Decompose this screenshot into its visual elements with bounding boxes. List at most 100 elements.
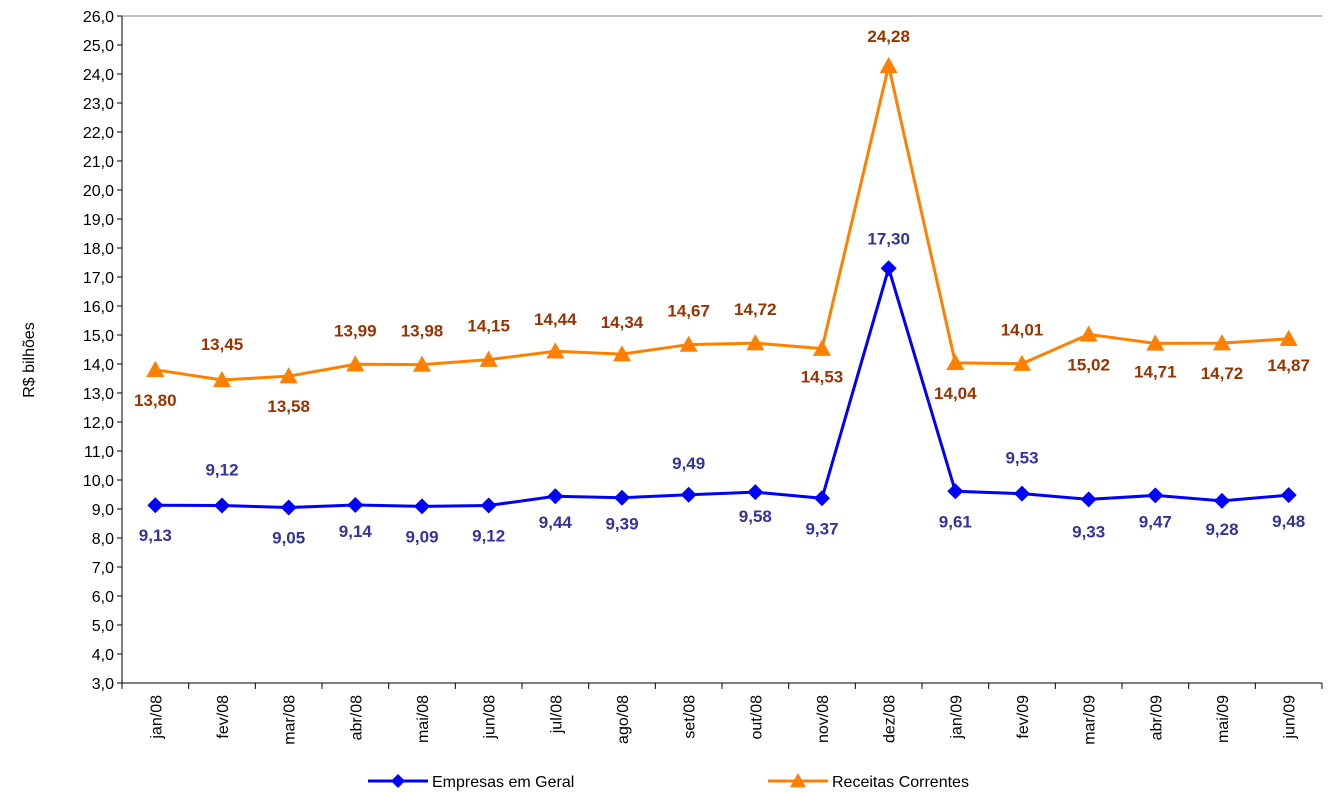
data-label: 9,28 — [1205, 520, 1238, 539]
data-point-empresas-em-geral — [414, 498, 430, 515]
x-tick-label: mar/08 — [282, 695, 299, 745]
y-tick-label: 26,0 — [83, 9, 114, 26]
x-tick-label: set/08 — [682, 695, 699, 739]
data-label: 9,44 — [539, 513, 573, 532]
x-tick-label: fev/09 — [1015, 695, 1032, 739]
data-label: 14,72 — [1201, 364, 1244, 383]
x-tick-label: jan/09 — [948, 695, 965, 740]
x-tick-label: abr/09 — [1148, 695, 1165, 740]
x-tick-label: mar/09 — [1082, 695, 1099, 745]
y-tick-label: 22,0 — [83, 125, 114, 142]
series-line-receitas-correntes — [155, 65, 1289, 382]
data-label: 9,39 — [605, 515, 638, 534]
y-tick-label: 6,0 — [92, 589, 114, 606]
x-tick-label: fev/08 — [215, 695, 232, 739]
data-point-receitas-correntes — [413, 355, 431, 372]
legend: Empresas em Geral Receitas Correntes — [368, 773, 969, 791]
x-tick-label: jun/09 — [1282, 695, 1299, 740]
x-tick-label: abr/08 — [348, 695, 365, 740]
data-label: 13,45 — [201, 335, 244, 354]
y-tick-label: 17,0 — [83, 270, 114, 287]
data-point-empresas-em-geral — [347, 496, 364, 513]
y-tick-label: 5,0 — [92, 618, 114, 635]
data-label: 9,13 — [139, 526, 172, 545]
data-label: 14,87 — [1267, 356, 1310, 375]
data-label: 14,67 — [667, 302, 710, 321]
data-point-receitas-correntes — [1146, 334, 1165, 351]
data-label: 9,12 — [472, 527, 505, 546]
data-point-empresas-em-geral — [480, 497, 497, 514]
data-point-empresas-em-geral — [814, 490, 830, 507]
data-label: 14,72 — [734, 300, 777, 319]
data-label: 14,44 — [534, 310, 577, 329]
x-tick-label: ago/08 — [615, 695, 632, 744]
data-point-empresas-em-geral — [280, 499, 297, 516]
data-point-receitas-correntes — [1013, 354, 1031, 371]
x-tick-label: jan/08 — [148, 695, 165, 740]
data-point-receitas-correntes — [479, 350, 498, 367]
data-label: 14,04 — [934, 384, 977, 403]
data-label: 9,14 — [339, 522, 373, 541]
data-point-empresas-em-geral — [1147, 487, 1164, 504]
data-label: 9,12 — [205, 461, 238, 480]
x-tick-label: jul/08 — [548, 695, 565, 734]
data-point-empresas-em-geral — [1214, 492, 1230, 509]
data-point-receitas-correntes — [1213, 334, 1231, 351]
x-tick-label: nov/08 — [815, 695, 832, 743]
data-point-receitas-correntes — [879, 56, 898, 74]
x-tick-label: out/08 — [748, 695, 765, 740]
data-label: 13,98 — [401, 322, 444, 341]
data-label: 13,80 — [134, 391, 177, 410]
data-label: 14,71 — [1134, 362, 1177, 381]
data-label: 14,15 — [467, 317, 510, 336]
data-point-empresas-em-geral — [147, 497, 164, 514]
data-point-empresas-em-geral — [1280, 487, 1297, 504]
series-layer — [146, 56, 1298, 516]
data-point-receitas-correntes — [813, 339, 831, 356]
y-tick-label: 7,0 — [92, 560, 114, 577]
x-tick-label: mai/09 — [1215, 695, 1232, 743]
data-label: 14,34 — [601, 313, 644, 332]
data-label: 24,28 — [867, 27, 910, 46]
data-label: 9,49 — [672, 454, 705, 473]
data-point-receitas-correntes — [1279, 329, 1298, 346]
data-label: 9,48 — [1272, 512, 1305, 531]
y-tick-label: 23,0 — [83, 96, 114, 113]
data-point-receitas-correntes — [546, 342, 565, 359]
data-label: 9,58 — [739, 507, 772, 526]
data-label: 14,01 — [1001, 321, 1044, 340]
data-point-receitas-correntes — [613, 345, 631, 362]
x-axis: jan/08 fev/08 mar/08 abr/08 mai/08 jun/08 jul/… — [121, 682, 1323, 745]
y-tick-label: 21,0 — [83, 154, 114, 171]
y-axis-title: R$ bilhões — [21, 322, 38, 398]
legend-diamond-icon — [391, 774, 405, 788]
data-label: 15,02 — [1067, 355, 1110, 374]
data-point-receitas-correntes — [746, 334, 765, 351]
data-point-empresas-em-geral — [214, 497, 230, 514]
y-tick-label: 8,0 — [92, 531, 114, 548]
y-tick-label: 13,0 — [83, 386, 114, 403]
y-axis: 3,0 4,0 5,0 6,0 7,0 8,0 9,0 10,0 11,0 12,0 13,0 14,… — [83, 9, 1322, 693]
x-tick-label: jun/08 — [482, 695, 499, 740]
data-point-empresas-em-geral — [747, 484, 764, 501]
x-tick-label: dez/08 — [882, 695, 899, 743]
data-label: 9,37 — [805, 519, 838, 538]
y-tick-label: 14,0 — [83, 357, 114, 374]
data-point-empresas-em-geral — [1080, 491, 1097, 508]
data-point-receitas-correntes — [213, 370, 231, 388]
y-tick-label: 3,0 — [92, 676, 114, 693]
data-point-receitas-correntes — [1079, 325, 1098, 342]
data-point-empresas-em-geral — [947, 483, 964, 500]
y-tick-label: 9,0 — [92, 502, 114, 519]
data-point-receitas-correntes — [346, 355, 365, 372]
data-point-empresas-em-geral — [614, 489, 630, 506]
data-point-empresas-em-geral — [547, 488, 564, 505]
y-tick-label: 25,0 — [83, 38, 114, 55]
data-label: 9,09 — [405, 527, 438, 546]
y-tick-label: 12,0 — [83, 415, 114, 432]
y-tick-label: 19,0 — [83, 212, 114, 229]
data-label: 9,33 — [1072, 522, 1105, 541]
y-tick-label: 16,0 — [83, 299, 114, 316]
data-point-empresas-em-geral — [680, 486, 697, 503]
